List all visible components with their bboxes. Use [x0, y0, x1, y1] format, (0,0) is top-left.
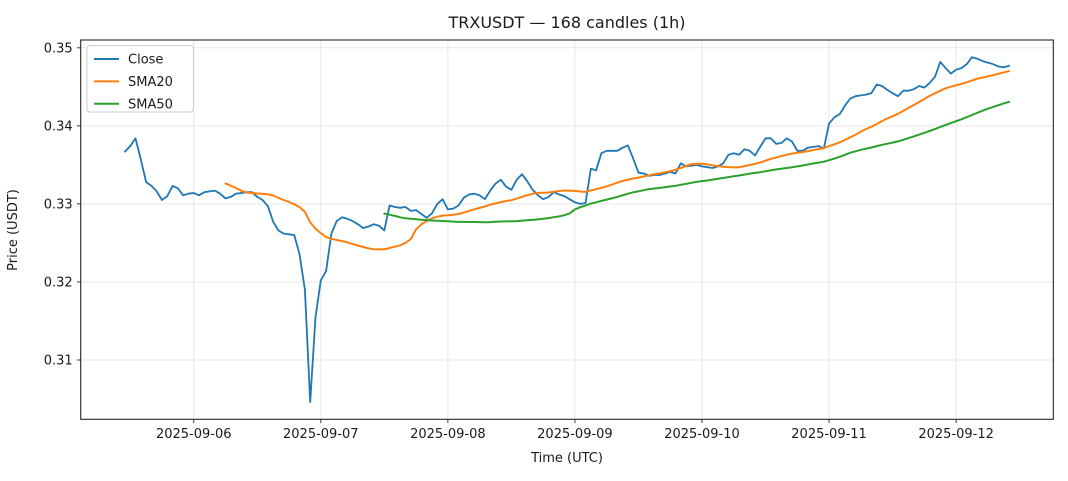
y-axis-label: Price (USDT) — [6, 189, 21, 271]
x-tick-label: 2025-09-09 — [537, 427, 613, 442]
y-tick-label: 0.31 — [44, 354, 73, 369]
x-axis-label: Time (UTC) — [530, 451, 603, 466]
x-tick-label: 2025-09-11 — [791, 427, 867, 442]
tick-labels-layer: 0.31 0.32 0.33 0.34 0.35 2025-09-06 2025-09-07… — [44, 41, 994, 441]
y-tick-label: 0.34 — [44, 119, 73, 134]
y-tick-label: 0.32 — [44, 276, 73, 291]
close-line — [124, 56, 1010, 403]
y-tick-label: 0.35 — [44, 41, 73, 56]
x-tick-label: 2025-09-08 — [410, 427, 486, 442]
sma20-line — [224, 70, 1011, 251]
legend-box — [86, 45, 194, 113]
x-tick-label: 2025-09-10 — [664, 427, 740, 442]
legend-label-sma50: SMA50 — [128, 97, 173, 112]
x-tick-label: 2025-09-12 — [918, 427, 994, 442]
legend-label-close: Close — [128, 53, 163, 68]
series-layer — [124, 56, 1011, 403]
legend: Close SMA20 SMA50 — [86, 45, 194, 113]
legend-label-sma20: SMA20 — [128, 75, 173, 90]
x-tick-label: 2025-09-06 — [156, 427, 232, 442]
chart-title: TRXUSDT — 168 candles (1h) — [447, 13, 685, 32]
y-tick-label: 0.33 — [44, 197, 73, 212]
sma50-line — [383, 100, 1011, 224]
axes-layer — [76, 39, 1054, 424]
grid-layer — [80, 40, 1054, 420]
x-tick-label: 2025-09-07 — [283, 427, 359, 442]
plot-border — [80, 39, 1054, 420]
